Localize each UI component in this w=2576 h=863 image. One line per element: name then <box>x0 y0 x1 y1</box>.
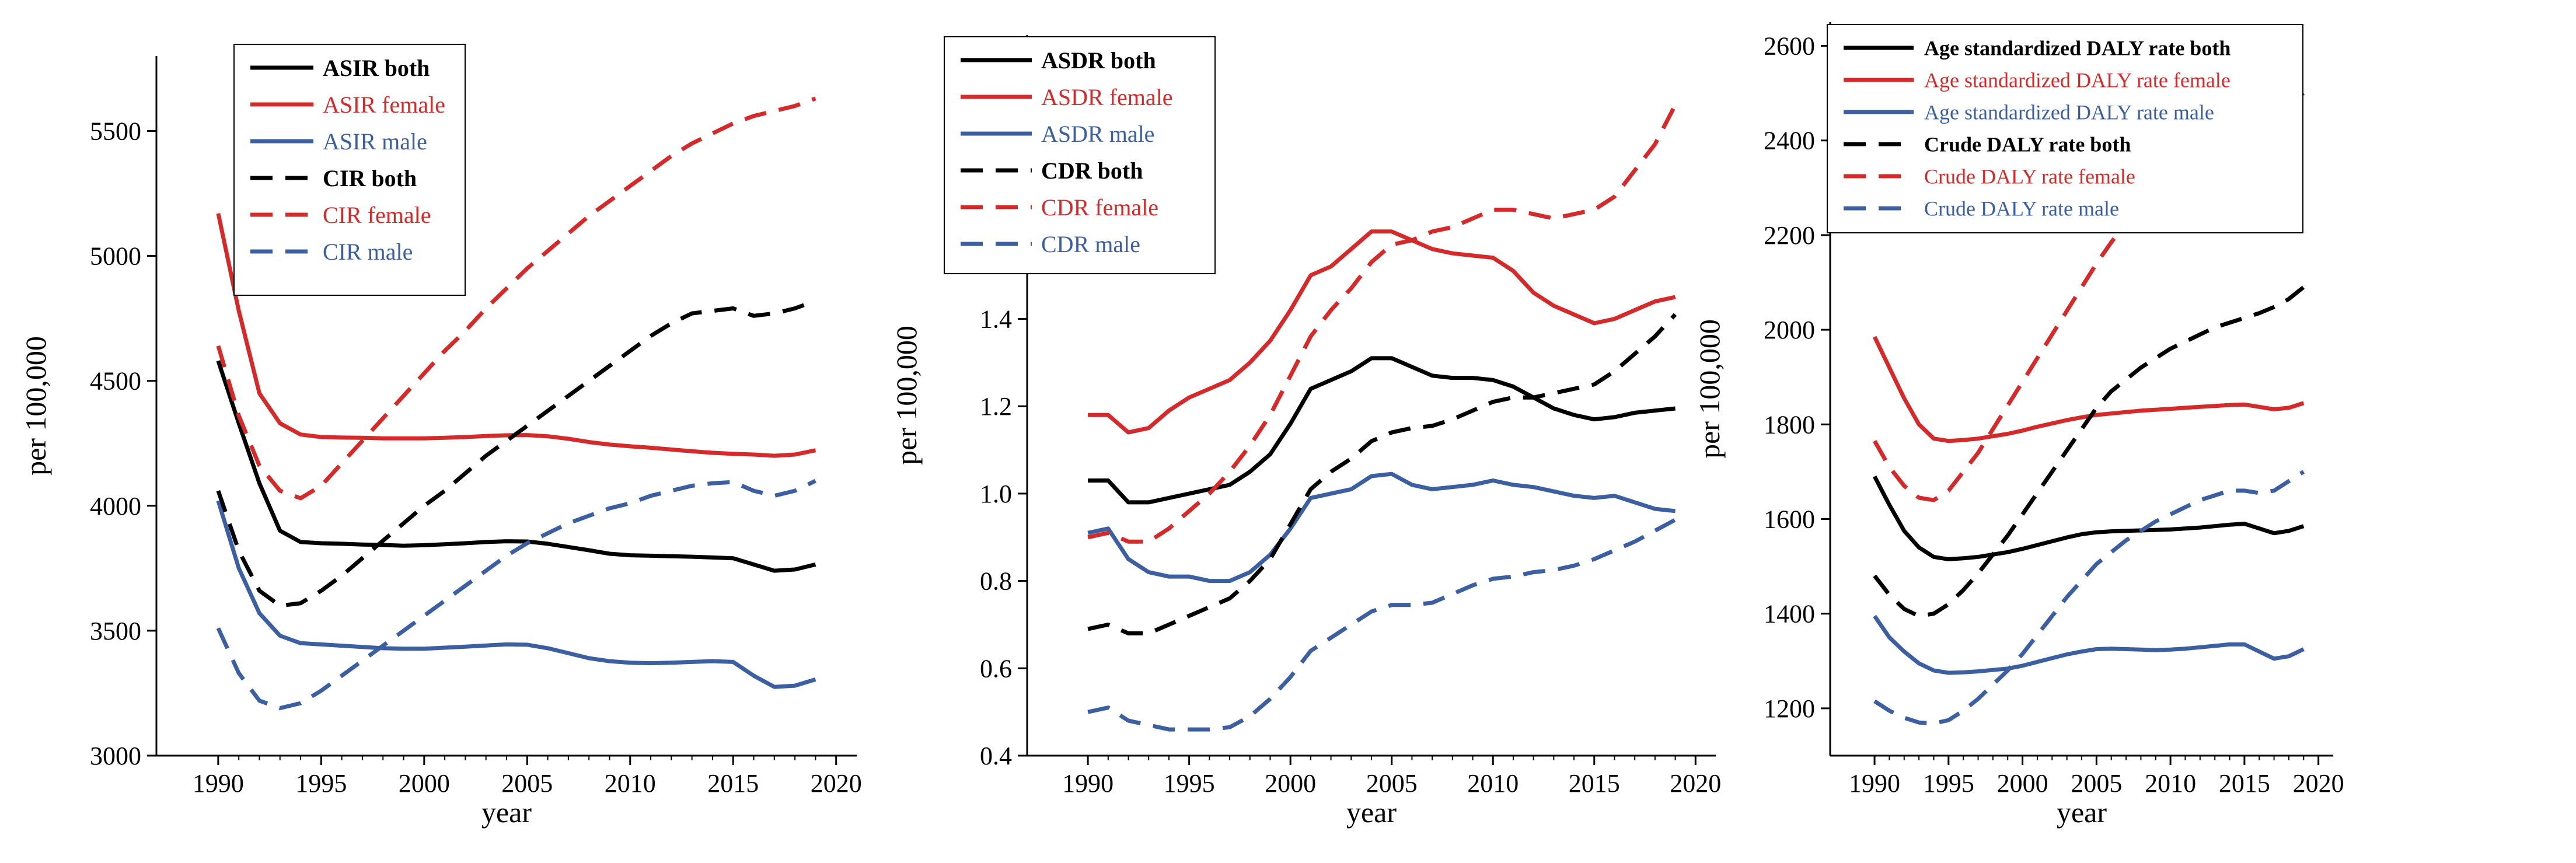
legend: ASDR both ASDR female ASDR male CDR both CDR… <box>944 36 1216 274</box>
x-tick-label: 2005 <box>2071 769 2122 798</box>
y-axis-title: per 100,000 <box>1693 319 1726 459</box>
series-line-3 <box>216 500 816 689</box>
series-line-2 <box>1872 336 2305 443</box>
legend-label: CDR female <box>1041 194 1158 221</box>
series-line-6 <box>1087 518 1677 732</box>
legend-label: ASIR male <box>323 128 427 155</box>
legend-label: ASDR female <box>1041 84 1173 110</box>
y-tick-label: 2200 <box>1764 221 1815 250</box>
x-tick-label: 2015 <box>707 769 759 798</box>
y-tick-label: 1600 <box>1764 505 1815 534</box>
legend-label: Age standardized DALY rate female <box>1924 69 2231 92</box>
legend-box <box>944 36 1216 274</box>
x-tick-label: 2015 <box>1569 769 1620 798</box>
y-axis-title: per 100,000 <box>890 326 923 465</box>
series-line-6 <box>1873 470 2305 726</box>
legend-label: ASDR male <box>1041 121 1154 147</box>
series-line-5 <box>1087 104 1677 544</box>
y-tick-label: 3000 <box>90 742 141 770</box>
series-line-4 <box>1873 285 2305 619</box>
legend-label: ASIR both <box>323 55 430 81</box>
chart-panel-3: 1990 1995 2000 2005 2010 2015 2020 1200 1400 1600… <box>1693 22 2344 829</box>
x-tick-label: 2000 <box>1997 769 2048 798</box>
y-tick-label: 1200 <box>1764 694 1815 723</box>
series-line-6 <box>216 478 816 711</box>
x-tick-label: 2005 <box>501 769 553 798</box>
legend-label: ASIR female <box>323 92 445 118</box>
y-tick-label: 1.2 <box>980 392 1012 421</box>
legend: Age standardized DALY rate both Age stand… <box>1827 24 2303 233</box>
x-tick-label: 2020 <box>1670 769 1721 798</box>
y-tick-label: 0.4 <box>980 742 1012 770</box>
x-axis-title: year <box>481 796 532 829</box>
y-tick-label: 2400 <box>1764 127 1815 155</box>
x-tick-label: 2005 <box>1366 769 1418 798</box>
chart-panel-2: 1990 1995 2000 2005 2010 2015 2020 0.4 0.6 0.8 1.0… <box>890 35 1721 829</box>
x-tick-label: 2010 <box>2145 769 2196 798</box>
x-tick-label: 2010 <box>1467 769 1519 798</box>
x-tick-label: 1995 <box>295 769 347 798</box>
y-tick-label: 1.0 <box>980 480 1012 508</box>
x-tick-label: 2020 <box>811 769 862 798</box>
y-tick-label: 1.4 <box>980 305 1012 334</box>
y-axis-title: per 100,000 <box>19 336 52 476</box>
y-tick-label: 0.6 <box>980 654 1012 683</box>
series-line-1 <box>1872 475 2305 561</box>
legend-label: CIR male <box>323 239 413 265</box>
x-tick-label: 1995 <box>1164 769 1215 798</box>
y-tick-label: 4500 <box>90 367 141 396</box>
y-tick-label: 5000 <box>90 242 141 271</box>
x-tick-label: 2015 <box>2219 769 2270 798</box>
x-tick-label: 1990 <box>193 769 244 798</box>
legend-label: Crude DALY rate female <box>1924 165 2135 188</box>
legend-box <box>1827 24 2303 233</box>
y-tick-label: 5500 <box>90 117 141 145</box>
legend-label: Crude DALY rate both <box>1924 133 2131 156</box>
chart-panel-1: 1990 1995 2000 2005 2010 2015 2020 3000 3500 4000… <box>19 44 862 829</box>
x-tick-label: 1990 <box>1062 769 1114 798</box>
y-tick-label: 2000 <box>1764 316 1815 344</box>
legend-label: ASDR both <box>1041 47 1156 74</box>
y-tick-label: 0.8 <box>980 567 1012 596</box>
x-axis-title: year <box>2057 796 2107 829</box>
y-tick-label: 4000 <box>90 492 141 520</box>
legend-label: Age standardized DALY rate male <box>1924 101 2214 124</box>
x-tick-label: 1990 <box>1849 769 1900 798</box>
legend-label: Age standardized DALY rate both <box>1924 37 2231 60</box>
x-tick-label: 2000 <box>1265 769 1316 798</box>
y-tick-label: 1400 <box>1764 600 1815 628</box>
x-tick-label: 2000 <box>399 769 450 798</box>
series-line-4 <box>1087 313 1677 635</box>
legend-label: CDR both <box>1041 158 1143 184</box>
series-line-4 <box>216 299 816 608</box>
legend-label: Crude DALY rate male <box>1924 197 2119 221</box>
x-tick-label: 1995 <box>1923 769 1974 798</box>
series-line-3 <box>1873 614 2305 675</box>
x-tick-label: 2020 <box>2293 769 2344 798</box>
legend: ASIR both ASIR female ASIR male CIR both CIR… <box>233 44 466 296</box>
series-line-5 <box>216 96 816 501</box>
legend-label: CDR male <box>1041 231 1140 257</box>
y-tick-label: 3500 <box>90 617 141 645</box>
series-line-3 <box>1087 471 1676 584</box>
series-line-1 <box>1088 356 1676 505</box>
x-tick-label: 2010 <box>605 769 656 798</box>
y-tick-label: 1800 <box>1764 410 1815 439</box>
series-line-1 <box>216 360 816 573</box>
y-tick-label: 2600 <box>1764 32 1815 61</box>
legend-label: CIR both <box>323 165 417 191</box>
legend-label: CIR female <box>323 202 431 228</box>
series-line-2 <box>1088 229 1676 435</box>
x-axis-title: year <box>1346 796 1397 829</box>
